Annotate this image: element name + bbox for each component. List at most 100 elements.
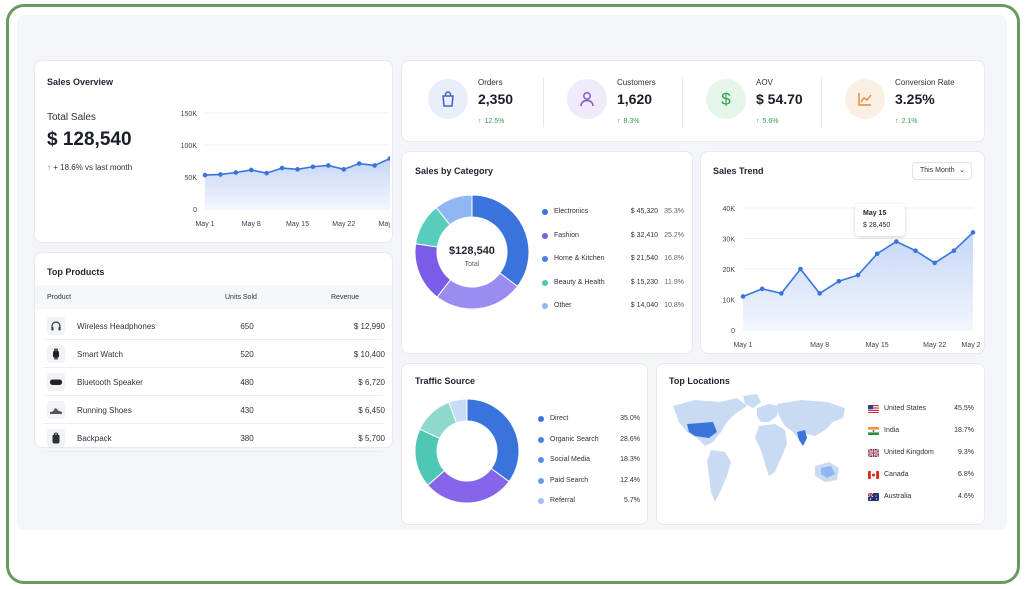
category-donut-chart[interactable] bbox=[412, 192, 532, 312]
location-item[interactable]: United States 45.5% bbox=[868, 404, 974, 416]
legend-percent: 5.7% bbox=[624, 497, 640, 504]
x-tick-label: May 22 bbox=[332, 221, 355, 228]
kpi-value: 2,350 bbox=[478, 91, 514, 107]
shoe-icon bbox=[47, 401, 65, 419]
legend-item[interactable]: Social Media 18.3% bbox=[538, 455, 644, 467]
column-header-units[interactable]: Units Sold bbox=[225, 294, 257, 301]
data-point bbox=[817, 291, 822, 296]
speaker-icon bbox=[47, 373, 65, 391]
legend-item[interactable]: Direct 35.0% bbox=[538, 414, 644, 426]
kpi-aov[interactable]: $ AOV $ 54.70 ↑ 5.6% bbox=[694, 61, 834, 141]
location-item[interactable]: United Kingdom 9.3% bbox=[868, 448, 974, 460]
location-item[interactable]: Australia 4.6% bbox=[868, 492, 974, 504]
legend-label: Electronics bbox=[554, 208, 589, 215]
card-title: Sales by Category bbox=[415, 166, 494, 176]
data-point bbox=[264, 170, 269, 176]
country-percent: 9.3% bbox=[958, 449, 974, 456]
data-point bbox=[387, 156, 390, 161]
legend-item[interactable]: Home & Kitchen $ 21,540 16.8% bbox=[542, 254, 684, 266]
legend-amount: $ 45,320 bbox=[630, 208, 658, 215]
table-header: Product Units Sold Revenue bbox=[35, 285, 392, 309]
legend-percent: 10.8% bbox=[664, 302, 684, 309]
dashboard: Sales Overview Total Sales $ 128,540 ↑ +… bbox=[17, 15, 1007, 530]
data-point bbox=[310, 164, 316, 170]
legend-label: Other bbox=[554, 302, 572, 309]
legend-label: Fashion bbox=[554, 231, 579, 239]
legend-dot bbox=[538, 416, 544, 422]
legend-item[interactable]: Fashion $ 32,410 25.2% bbox=[542, 231, 684, 243]
x-tick-label: May 15 bbox=[286, 221, 309, 228]
period-dropdown[interactable]: This Month ⌄ bbox=[912, 162, 972, 180]
kpi-change-value: 8.3% bbox=[623, 118, 640, 125]
canada-flag-icon bbox=[868, 471, 879, 479]
india-flag-icon bbox=[868, 427, 879, 435]
legend-item[interactable]: Electronics $ 45,320 35.3% bbox=[542, 207, 684, 219]
table-row[interactable]: Running Shoes 430 $ 6,450 bbox=[43, 396, 385, 424]
units-sold: 380 bbox=[240, 434, 254, 443]
x-tick-label: May 1 bbox=[195, 221, 214, 228]
kpi-change-value: 2.1% bbox=[901, 118, 918, 125]
kpi-label: Conversion Rate bbox=[895, 78, 955, 87]
kpi-orders[interactable]: Orders 2,350 ↑ 12.5% bbox=[416, 61, 556, 141]
kpi-divider bbox=[543, 77, 544, 127]
data-point bbox=[202, 172, 208, 178]
sales-overview-card: Sales Overview Total Sales $ 128,540 ↑ +… bbox=[34, 60, 393, 243]
data-point bbox=[894, 239, 899, 244]
traffic-donut-chart[interactable] bbox=[412, 396, 522, 506]
country-name: Canada bbox=[884, 471, 909, 478]
data-point bbox=[326, 163, 331, 168]
europe-shape bbox=[757, 404, 779, 422]
legend-percent: 35.3% bbox=[664, 208, 684, 215]
world-map[interactable] bbox=[665, 392, 855, 517]
legend-item[interactable]: Referral 5.7% bbox=[538, 496, 644, 508]
legend-item[interactable]: Organic Search 28.6% bbox=[538, 435, 644, 447]
data-point bbox=[218, 172, 223, 177]
location-item[interactable]: India 18.7% bbox=[868, 426, 974, 438]
tooltip-value: $ 28,450 bbox=[863, 222, 891, 229]
legend-item[interactable]: Other $ 14,040 10.8% bbox=[542, 301, 684, 313]
legend-percent: 35.0% bbox=[620, 415, 640, 422]
kpi-label: AOV bbox=[756, 78, 773, 87]
africa-shape bbox=[755, 424, 787, 476]
sales-trend-chart[interactable]: 0 10K 20K 30K 40K May 1 May 8 May 15 May 22 May 2… bbox=[705, 190, 980, 350]
data-point bbox=[836, 278, 842, 284]
shopping-bag-icon bbox=[428, 79, 468, 119]
tooltip-date: May 15 bbox=[863, 210, 887, 217]
units-sold: 650 bbox=[240, 322, 254, 331]
product-name: Bluetooth Speaker bbox=[77, 378, 143, 387]
legend-label: Organic Search bbox=[550, 435, 599, 443]
product-name: Smart Watch bbox=[77, 350, 123, 359]
legend-percent: 12.4% bbox=[620, 476, 640, 484]
legend-dot bbox=[542, 256, 548, 262]
table-row[interactable]: Bluetooth Speaker 480 $ 6,720 bbox=[43, 368, 385, 396]
table-row[interactable]: Smart Watch 520 $ 10,400 bbox=[43, 340, 385, 368]
column-header-revenue[interactable]: Revenue bbox=[331, 294, 360, 301]
chevron-down-icon: ⌄ bbox=[959, 167, 965, 174]
kpi-change: ↑ 2.1% bbox=[895, 118, 917, 125]
location-item[interactable]: Canada 6.8% bbox=[868, 470, 974, 482]
legend-label: Paid Search bbox=[550, 476, 589, 484]
country-name: United States bbox=[884, 405, 927, 412]
kpi-conversion-rate[interactable]: Conversion Rate 3.25% ↑ 2.1% bbox=[833, 61, 973, 141]
sales-overview-chart[interactable]: 0 50K 100K 150K May 1 May 8 May 15 May 22 May 29 bbox=[150, 91, 390, 241]
y-tick-label: 0 bbox=[731, 328, 735, 335]
user-icon bbox=[567, 79, 607, 119]
kpi-customers[interactable]: Customers 1,620 ↑ 8.3% bbox=[555, 61, 695, 141]
table-row[interactable]: Backpack 380 $ 5,700 bbox=[43, 424, 385, 452]
legend-item[interactable]: Beauty & Health $ 15,230 11.9% bbox=[542, 278, 684, 290]
legend-amount: $ 21,540 bbox=[630, 255, 658, 262]
legend-label: Beauty & Health bbox=[554, 278, 605, 286]
kpi-card: Orders 2,350 ↑ 12.5% Customers 1,620 ↑ 8.3% $ AOV… bbox=[401, 60, 985, 142]
column-header-product[interactable]: Product bbox=[47, 294, 72, 301]
arrow-up-icon: ↑ bbox=[756, 118, 760, 125]
table-row[interactable]: Wireless Headphones 650 $ 12,990 bbox=[43, 312, 385, 340]
kpi-change-value: 5.6% bbox=[762, 118, 779, 125]
data-point bbox=[874, 251, 880, 257]
svg-text:$: $ bbox=[721, 90, 731, 108]
legend-percent: 28.6% bbox=[620, 435, 640, 443]
donut-center-label: Total bbox=[464, 261, 480, 268]
arrow-up-icon: ↑ bbox=[478, 118, 482, 125]
y-tick-label: 100K bbox=[181, 143, 198, 150]
legend-item[interactable]: Paid Search 12.4% bbox=[538, 476, 644, 488]
kpi-value: 1,620 bbox=[617, 91, 653, 107]
